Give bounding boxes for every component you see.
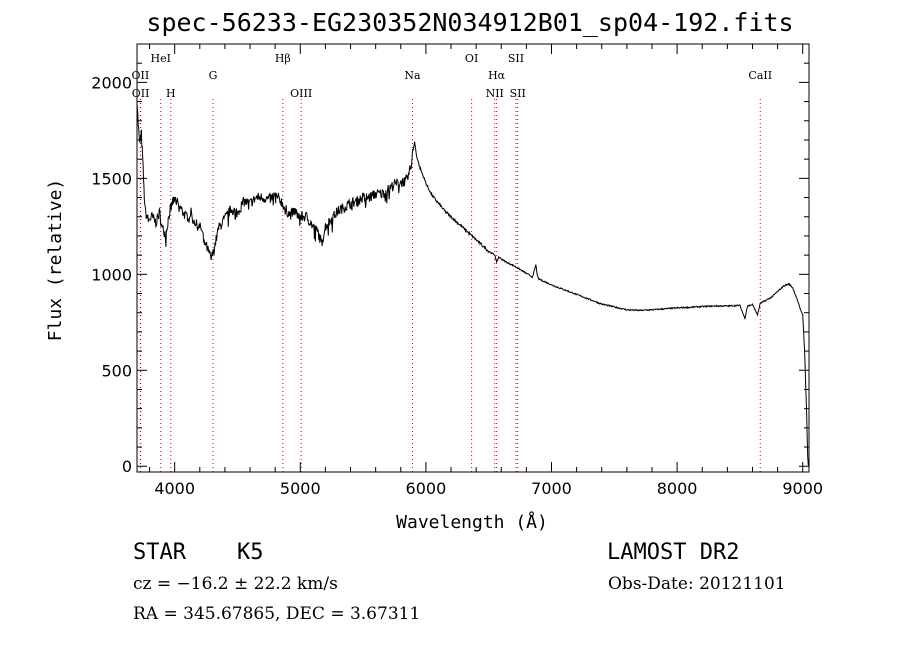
x-tick-label: 7000	[531, 479, 572, 498]
redshift-cz: cz = −16.2 ± 22.2 km/s	[133, 574, 338, 594]
emission-line-label: Na	[404, 69, 421, 82]
emission-line-label: G	[209, 69, 218, 82]
emission-line-label: OI	[465, 52, 478, 65]
x-tick-label: 9000	[782, 479, 823, 498]
x-tick-label: 8000	[657, 479, 698, 498]
y-tick-label: 1000	[91, 265, 132, 284]
coordinates-ra-dec: RA = 345.67865, DEC = 3.67311	[133, 604, 421, 624]
emission-line-label: OII	[132, 69, 150, 82]
x-axis-label: Wavelength (Å)	[396, 511, 548, 533]
observation-date: Obs-Date: 20121101	[608, 574, 786, 594]
emission-line-label: H	[166, 87, 176, 100]
y-tick-label: 0	[122, 457, 132, 476]
spectrum-line	[136, 102, 809, 467]
emission-line-markers	[139, 99, 761, 472]
object-class: STAR	[133, 540, 186, 565]
y-tick-label: 2000	[91, 73, 132, 92]
emission-line-label: CaII	[748, 69, 772, 82]
emission-line-label: Hβ	[275, 52, 291, 65]
emission-line-label: HeI	[151, 52, 171, 65]
x-tick-label: 4000	[154, 479, 195, 498]
x-tick-label: 5000	[280, 479, 321, 498]
emission-line-label: OII	[132, 87, 150, 100]
emission-line-label: OIII	[290, 87, 312, 100]
chart-title: spec-56233-EG230352N034912B01_sp04-192.f…	[146, 8, 794, 37]
emission-line-label: SII	[508, 52, 524, 65]
object-subclass: K5	[237, 540, 264, 565]
y-tick-label: 1500	[91, 169, 132, 188]
survey-name: LAMOST DR2	[607, 540, 740, 565]
x-axis: 4000 5000 6000 7000 8000 9000	[149, 44, 823, 498]
y-axis-label: Flux (relative)	[45, 179, 66, 342]
emission-line-label: Hα	[488, 69, 506, 82]
y-axis: 0 500 1000 1500 2000	[91, 43, 809, 476]
y-tick-label: 500	[101, 361, 132, 380]
emission-line-label: NII	[486, 87, 504, 100]
emission-line-label: SII	[510, 87, 526, 100]
x-tick-label: 6000	[406, 479, 447, 498]
plot-frame	[136, 43, 810, 473]
